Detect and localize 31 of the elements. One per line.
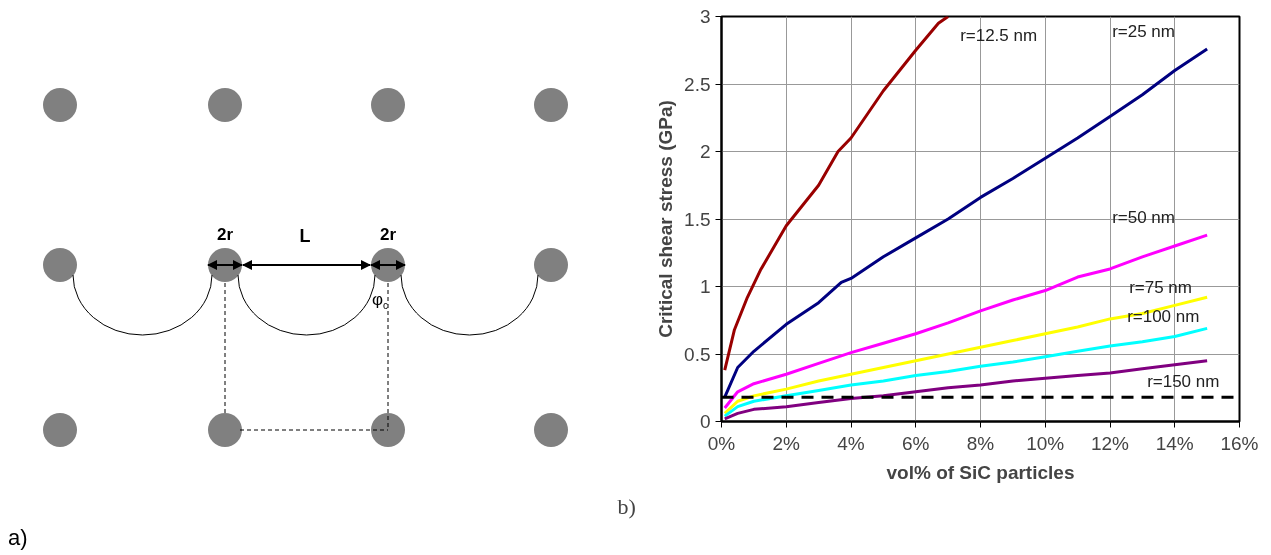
series-label: r=50 nm [1112, 208, 1175, 228]
series-label: r=150 nm [1147, 371, 1220, 391]
y-tick-label: 2 [699, 141, 711, 162]
line-series [723, 16, 950, 372]
x-tick-label: 0% [707, 432, 736, 454]
text: a) [8, 525, 28, 550]
x-axis-title: vol% of SiC particles [886, 461, 1075, 483]
x-tick-label: 14% [1155, 432, 1194, 454]
y-tick-label: 3 [699, 6, 711, 27]
x-tick-label: 12% [1090, 432, 1130, 454]
text: 2r [216, 225, 234, 244]
x-tick-label: 8% [966, 432, 995, 454]
series-label: r=100 nm [1127, 307, 1200, 327]
x-tick-label: 10% [1026, 432, 1065, 454]
x-tick-label: 6% [902, 432, 930, 454]
y-tick-label: 1 [699, 276, 711, 297]
text: 2r [379, 225, 397, 244]
text: φ$_{c}$ [371, 290, 389, 311]
text: b) [617, 493, 636, 519]
text: L [299, 226, 311, 246]
y-tick-label: 1.5 [684, 208, 711, 230]
series-label: r=25 nm [1112, 21, 1175, 41]
series-label: r=75 nm [1129, 278, 1192, 298]
y-tick-label: 0.5 [684, 343, 711, 365]
x-tick-label: 4% [837, 432, 865, 454]
x-tick-label: 2% [772, 432, 801, 454]
x-tick-label: 16% [1220, 432, 1259, 454]
y-tick-label: 0 [699, 411, 711, 432]
y-tick-label: 2.5 [684, 73, 711, 95]
y-axis-title: Critical shear stress (GPa) [655, 100, 677, 338]
series-label: r=12.5 nm [960, 25, 1038, 45]
